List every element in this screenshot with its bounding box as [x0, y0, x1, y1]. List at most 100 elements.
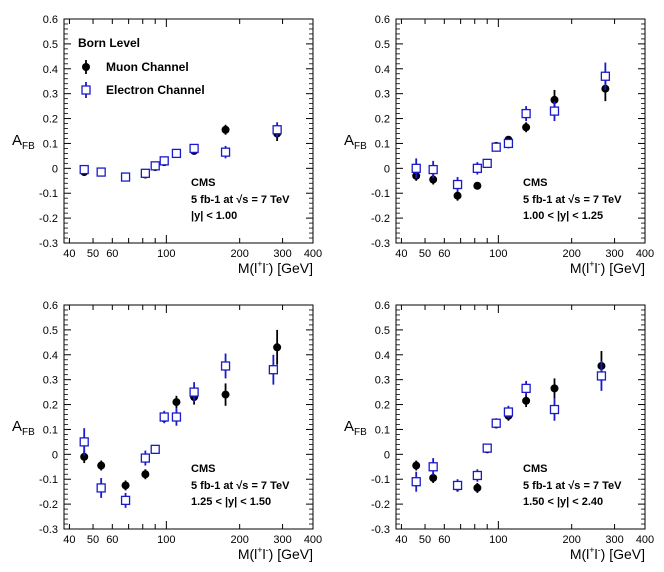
data-point-electron — [150, 444, 160, 455]
data-point-electron — [189, 143, 199, 154]
y-tick-label: 0.5 — [375, 39, 390, 51]
y-tick-label: 0 — [384, 163, 390, 175]
y-tick-label: 0.6 — [375, 300, 390, 312]
x-tick-label: 300 — [605, 248, 623, 260]
y-axis-label: AFB — [12, 418, 35, 438]
data-point-electron — [79, 437, 89, 447]
x-tick-label: 400 — [636, 534, 654, 546]
data-point-electron — [171, 412, 182, 422]
x-tick-label: 40 — [395, 534, 407, 546]
y-tick-label: -0.2 — [371, 499, 390, 511]
data-point-electron — [596, 371, 607, 381]
data-point-muon — [221, 390, 230, 399]
data-point-muon — [473, 483, 482, 492]
y-tick-label: 0.3 — [43, 89, 58, 101]
annotation-cut: 1.00 < |y| < 1.25 — [523, 210, 603, 222]
data-point-electron — [159, 156, 169, 166]
y-tick-label: -0.3 — [371, 524, 390, 536]
y-tick-label: 0 — [52, 449, 58, 461]
x-tick-label: 50 — [87, 534, 99, 546]
x-tick-label: 200 — [230, 534, 248, 546]
plot-frame — [63, 304, 314, 530]
data-point-electron — [96, 483, 106, 493]
annotation-lumi: 5 fb-1 at √s = 7 TeV — [191, 194, 290, 206]
data-point-muon — [550, 384, 559, 393]
y-tick-label: 0.6 — [375, 14, 390, 26]
x-tick-label: 50 — [419, 248, 431, 260]
annotation-lumi: 5 fb-1 at √s = 7 TeV — [523, 194, 622, 206]
y-tick-label: -0.3 — [39, 524, 58, 536]
x-tick-label: 100 — [489, 534, 507, 546]
data-point-muon — [522, 396, 531, 405]
data-point-electron — [482, 158, 492, 169]
x-axis-label: M(l+l-) [GeV] — [570, 545, 645, 562]
annotation-cut: 1.50 < |y| < 2.40 — [523, 496, 603, 508]
data-point-electron — [159, 412, 169, 422]
data-point-electron — [549, 106, 560, 116]
data-point-electron — [521, 108, 531, 119]
data-point-muon — [121, 481, 130, 490]
data-point-electron — [503, 407, 514, 417]
data-point-electron — [411, 477, 421, 487]
annotation-cut: 1.25 < |y| < 1.50 — [191, 496, 271, 508]
y-tick-label: 0.6 — [43, 14, 58, 26]
annotation-cms: CMS — [191, 463, 215, 475]
legend-title: Born Level — [78, 36, 140, 50]
y-tick-label: 0.2 — [43, 400, 58, 412]
data-point-electron — [472, 470, 483, 481]
data-point-electron — [189, 387, 199, 397]
x-tick-label: 40 — [63, 248, 75, 260]
y-axis-label: AFB — [344, 418, 367, 438]
x-tick-label: 60 — [438, 248, 450, 260]
muon-series — [412, 351, 606, 493]
data-point-electron — [220, 361, 231, 371]
y-tick-label: 0.4 — [43, 64, 58, 76]
legend-marker-muon — [82, 63, 90, 71]
data-point-electron — [428, 462, 438, 472]
x-tick-label: 200 — [562, 248, 580, 260]
data-point-muon — [80, 452, 89, 461]
data-point-muon — [453, 191, 462, 200]
x-tick-label: 60 — [106, 534, 118, 546]
y-tick-label: 0.1 — [43, 424, 58, 436]
chart-panel-bottom-right: -0.3 -0.2 -0.1 0 0.1 0.2 0.3 0.4 0.5 0.6 40 50 60 100… — [344, 300, 654, 562]
data-point-electron — [521, 383, 531, 394]
x-tick-label: 400 — [636, 248, 654, 260]
x-tick-label: 40 — [63, 534, 75, 546]
y-tick-label: -0.1 — [39, 188, 58, 200]
x-tick-label: 400 — [304, 534, 322, 546]
data-point-electron — [96, 167, 106, 177]
data-point-electron — [268, 365, 279, 375]
x-axis-label: M(l+l-) [GeV] — [238, 259, 313, 276]
chart-panel-bottom-left: -0.3 -0.2 -0.1 0 0.1 0.2 0.3 0.4 0.5 0.6 40 50 60 100… — [12, 300, 322, 562]
x-tick-label: 50 — [87, 248, 99, 260]
annotation-lumi: 5 fb-1 at √s = 7 TeV — [191, 480, 290, 492]
data-point-muon — [412, 461, 421, 470]
data-point-electron — [411, 163, 421, 173]
x-tick-label: 200 — [562, 534, 580, 546]
electron-series — [411, 62, 611, 192]
data-point-electron — [220, 147, 231, 157]
data-point-electron — [491, 418, 501, 428]
data-point-electron — [272, 125, 282, 135]
y-tick-label: 0.4 — [375, 64, 390, 76]
data-point-electron — [503, 138, 514, 149]
x-tick-label: 300 — [605, 534, 623, 546]
data-point-electron — [79, 164, 89, 175]
y-tick-label: 0.3 — [43, 375, 58, 387]
electron-series — [79, 353, 279, 508]
x-tick-label: 60 — [438, 534, 450, 546]
y-tick-label: -0.3 — [371, 238, 390, 250]
data-point-electron — [120, 172, 131, 182]
y-tick-label: 0.6 — [43, 300, 58, 312]
y-tick-label: 0.1 — [43, 138, 58, 150]
x-tick-label: 40 — [395, 248, 407, 260]
y-tick-label: 0.5 — [43, 325, 58, 337]
data-point-electron — [482, 443, 492, 453]
data-point-electron — [140, 168, 151, 178]
y-tick-label: 0.5 — [43, 39, 58, 51]
plot-frame — [63, 18, 314, 244]
plot-frame — [395, 18, 646, 244]
data-point-muon — [522, 123, 531, 132]
